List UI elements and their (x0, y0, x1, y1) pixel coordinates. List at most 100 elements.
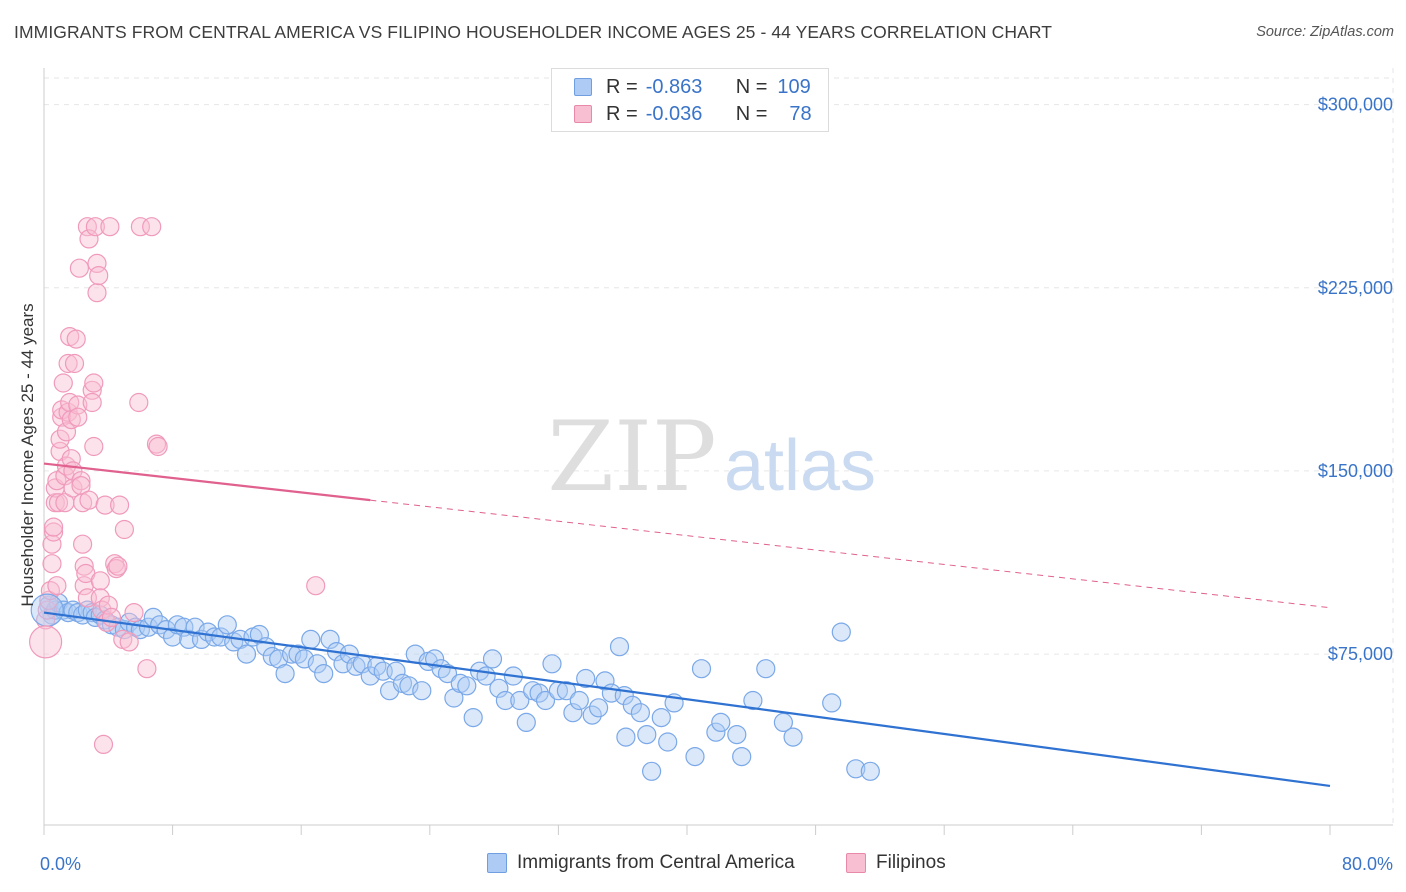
y-tick-label: $75,000 (1328, 644, 1393, 664)
point-filipino (50, 429, 70, 449)
legend-swatch-filipinos (574, 105, 592, 123)
point-central-america (637, 724, 657, 745)
grid-lines (44, 68, 1394, 825)
point-central-america (275, 663, 295, 684)
point-central-america (529, 683, 549, 703)
point-central-america (249, 624, 269, 645)
trend-line-filipinos-solid (43, 462, 371, 502)
watermark-atlas: atlas (724, 426, 876, 506)
point-central-america (569, 690, 589, 711)
point-central-america (437, 663, 458, 684)
watermark-zip: ZIP (547, 401, 716, 513)
point-central-america (706, 722, 726, 742)
bottom-legend-filipinos: Filipinos (846, 852, 946, 874)
point-central-america (711, 712, 731, 733)
point-central-america (743, 690, 763, 711)
point-central-america (542, 654, 562, 674)
point-central-america (685, 746, 705, 767)
legend-swatch-central-america (574, 78, 592, 96)
x-tick-label-min: 0.0% (40, 854, 81, 874)
point-filipino (129, 392, 149, 413)
point-filipino (87, 253, 107, 273)
legend-row-filipinos: R = -0.036 N = 78 (574, 102, 812, 126)
point-filipino (114, 519, 135, 540)
legend-n-label: N = (735, 102, 768, 125)
point-central-america (457, 676, 477, 696)
point-central-america (320, 629, 340, 650)
point-filipino (100, 217, 120, 237)
point-filipino (87, 283, 107, 303)
point-filipino (98, 595, 118, 615)
y-tick-labels: $75,000 $150,000 $225,000 $300,000 (1318, 95, 1393, 664)
point-central-america (860, 761, 880, 781)
point-filipino (82, 392, 102, 413)
bottom-legend-label: Filipinos (876, 852, 946, 873)
point-central-america (732, 746, 752, 767)
axes (43, 68, 1393, 835)
point-filipino (68, 407, 88, 427)
legend-r-value: -0.036 (645, 102, 703, 125)
legend-row-central-america: R = -0.863 N = 109 (574, 75, 811, 99)
y-tick-label: $300,000 (1318, 95, 1393, 115)
point-filipino (109, 495, 130, 515)
point-filipino (71, 471, 91, 491)
point-filipino (64, 353, 85, 374)
point-filipino (48, 493, 69, 513)
point-filipino (71, 476, 91, 496)
point-central-america (658, 732, 678, 752)
legend-r-label: R = (606, 75, 638, 98)
legend-r-value: -0.863 (645, 75, 703, 98)
point-central-america (773, 712, 794, 733)
point-filipino (77, 217, 98, 237)
point-filipino (148, 436, 168, 457)
point-central-america (609, 637, 630, 657)
legend-r-label: R = (606, 102, 638, 125)
point-central-america (217, 615, 237, 635)
point-central-america (691, 659, 712, 679)
point-central-america (651, 707, 671, 728)
correlation-legend: R = -0.863 N = 109 R = -0.036 N = 78 (551, 68, 829, 132)
point-central-america (595, 671, 615, 691)
point-central-america (641, 761, 662, 781)
point-filipino (42, 554, 62, 574)
point-central-america (846, 759, 866, 779)
trend-lines (43, 462, 1331, 788)
point-filipino (79, 229, 99, 249)
point-filipino (74, 556, 94, 576)
point-filipino (69, 258, 90, 278)
point-filipino (130, 217, 150, 237)
point-central-america (822, 693, 842, 713)
point-filipino (53, 373, 73, 393)
y-axis-label: Householder Income Ages 25 - 44 years (18, 303, 37, 606)
point-filipino (137, 659, 157, 679)
point-filipino (66, 329, 86, 349)
point-filipino (43, 517, 64, 537)
point-filipino (85, 217, 106, 237)
chart-title: IMMIGRANTS FROM CENTRAL AMERICA VS FILIP… (14, 22, 1053, 42)
x-tick-label-max: 80.0% (1342, 854, 1393, 874)
point-filipino (84, 436, 104, 457)
point-central-america (622, 695, 642, 715)
point-filipino (90, 571, 110, 591)
point-central-america (588, 698, 609, 718)
point-central-america (236, 644, 257, 664)
point-filipino (29, 625, 63, 659)
bottom-legend-central-america: Immigrants from Central America (487, 852, 795, 874)
point-central-america (301, 629, 321, 650)
point-central-america (510, 690, 530, 711)
legend-n-value: 78 (789, 102, 812, 125)
point-central-america (831, 622, 851, 642)
point-central-america (307, 654, 327, 674)
point-central-america (482, 649, 503, 669)
point-central-america (463, 707, 483, 728)
point-central-america (386, 661, 406, 681)
trend-line-central-america (43, 611, 1331, 788)
point-filipino (119, 632, 139, 652)
point-filipino (306, 576, 326, 596)
point-filipino (58, 353, 78, 374)
point-filipino (43, 522, 64, 542)
bottom-legend-swatch (487, 853, 507, 873)
bottom-legend-swatch (846, 853, 866, 873)
point-filipino (142, 217, 162, 237)
